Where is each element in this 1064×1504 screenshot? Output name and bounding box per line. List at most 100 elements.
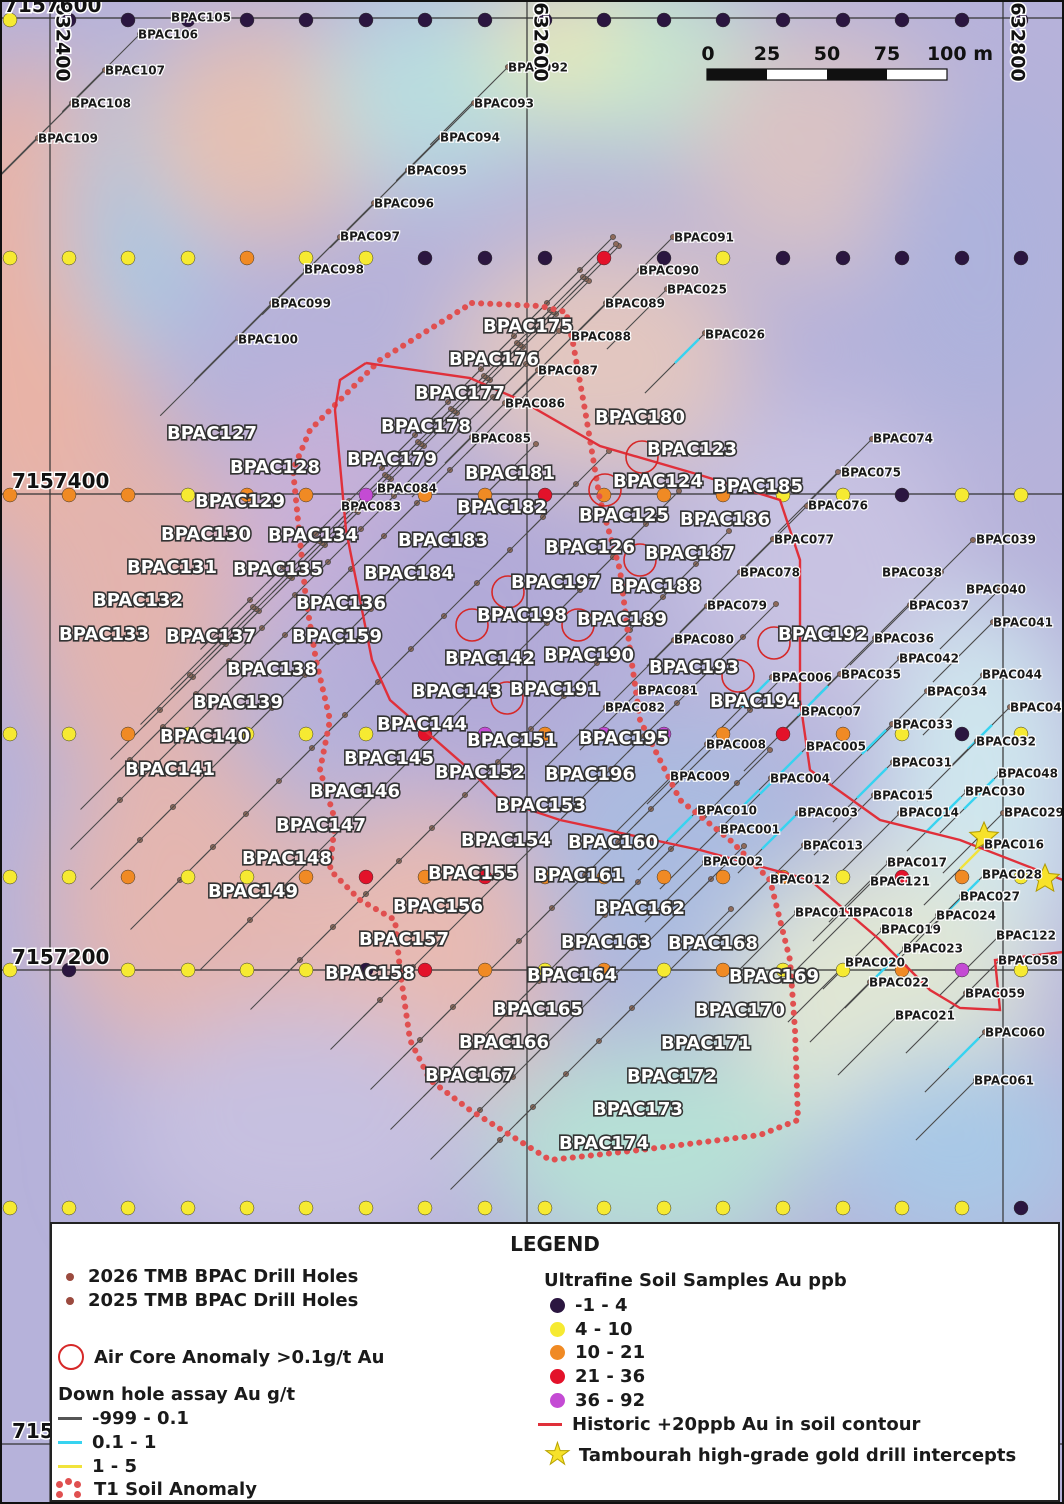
drill-hole-label-small: BPAC100	[238, 333, 298, 347]
drill-hole-label-small: BPAC041	[993, 616, 1053, 630]
drill-hole-label-small: BPAC030	[965, 785, 1025, 799]
aircore-anomaly-ring	[721, 659, 755, 693]
soil-sample	[656, 250, 672, 266]
drill-hole-label-small: BPAC107	[105, 64, 165, 78]
drill-hole-label: BPAC191	[510, 679, 600, 700]
assay-segment	[761, 815, 796, 850]
drill-hole-label-small: BPAC084	[377, 482, 437, 496]
drill-hole-label-small: BPAC043	[1010, 701, 1064, 715]
drill-hole-dot-icon	[66, 1296, 74, 1305]
drill-collar	[405, 167, 411, 173]
drill-hole-label-small: BPAC074	[873, 432, 933, 446]
drill-trace	[429, 66, 509, 146]
soil-sample	[656, 12, 672, 28]
aircore-anomaly-ring	[623, 543, 657, 577]
northing-label: 7157600	[4, 0, 101, 17]
soil-sample	[298, 12, 314, 28]
drill-trace	[411, 436, 473, 498]
drill-hole-label: BPAC157	[359, 929, 449, 950]
drill-trace	[611, 775, 673, 837]
drill-trace	[939, 588, 1001, 650]
soil-sample	[358, 962, 374, 978]
soil-sample	[358, 869, 374, 885]
drill-collar	[664, 286, 670, 292]
aircore-anomaly-ring	[455, 608, 489, 642]
soil-sample	[239, 250, 255, 266]
drill-trace	[942, 812, 1004, 874]
drill-trace	[822, 928, 884, 990]
drill-collar	[869, 436, 875, 442]
drill-hole-label: BPAC138	[227, 659, 317, 680]
soil-sample	[894, 487, 910, 503]
soil-sample	[61, 1200, 77, 1216]
assay-line-high-icon	[58, 1465, 82, 1468]
drill-trace	[812, 880, 874, 942]
drill-hole-label-small: BPAC032	[976, 735, 1036, 749]
soil-sample	[894, 250, 910, 266]
drill-collar	[737, 569, 743, 575]
drill-hole-label-small: BPAC080	[674, 633, 734, 647]
soil-sample	[537, 726, 553, 742]
drill-hole-label: BPAC179	[347, 449, 437, 470]
drill-collar	[637, 267, 643, 273]
soil-sample	[180, 1200, 196, 1216]
soil-sample	[596, 12, 612, 28]
drill-collar	[533, 441, 539, 447]
drill-hole-label: BPAC182	[457, 497, 547, 518]
drill-collar	[890, 759, 896, 765]
drill-hole-label: BPAC170	[695, 1000, 785, 1021]
t1-dotted-icon	[54, 1478, 84, 1500]
soil-sample	[656, 726, 672, 742]
drill-hole-label-small: BPAC009	[670, 770, 730, 784]
anomaly-overlays	[289, 300, 1064, 1164]
soil-sample	[656, 869, 672, 885]
drill-collar	[997, 586, 1003, 592]
drill-collar	[704, 741, 710, 747]
drill-collar	[851, 909, 857, 915]
scale-bar-segment	[827, 69, 887, 80]
drill-hole-label: BPAC164	[527, 965, 617, 986]
drill-collar	[980, 672, 986, 678]
legend-soil-row: 4 - 10	[550, 1319, 633, 1340]
soil-sample	[120, 962, 136, 978]
soil-sample	[715, 962, 731, 978]
drill-hole-label: BPAC178	[381, 416, 471, 437]
drill-collar	[897, 655, 903, 661]
drill-collar	[935, 912, 941, 918]
drill-collar	[603, 704, 609, 710]
soil-sample	[954, 1200, 970, 1216]
soil-sample	[656, 487, 672, 503]
soil-sample	[715, 726, 731, 742]
downhole-title-label: Down hole assay Au g/t	[58, 1384, 296, 1405]
drill-hole-label-small: BPAC086	[505, 397, 565, 411]
legend-downhole-row: -999 - 0.1	[58, 1408, 189, 1429]
soil-sample	[239, 869, 255, 885]
soil-sample	[835, 962, 851, 978]
drill-hole-label: BPAC131	[127, 557, 217, 578]
soil-sample	[596, 1200, 612, 1216]
drill-hole-label-small: BPAC012	[770, 873, 830, 887]
drill-trace	[793, 911, 855, 973]
drill-trace	[939, 934, 1001, 996]
soil-sample	[537, 487, 553, 503]
drill-collar	[741, 843, 747, 849]
assay-line-low-icon	[58, 1417, 82, 1420]
soil-class-1-icon	[550, 1298, 565, 1313]
drill-collar	[895, 1012, 901, 1018]
drill-trace	[613, 639, 675, 701]
drill-hole-label-small: BPAC097	[340, 230, 400, 244]
drill-hole-label: BPAC186	[680, 509, 770, 530]
soil-label: 36 - 92	[575, 1390, 646, 1411]
drill-trace	[61, 33, 141, 113]
drill-hole-label-small: BPAC022	[869, 976, 929, 990]
soil-sample	[775, 12, 791, 28]
drill-collar	[610, 234, 616, 240]
soil-sample	[358, 487, 374, 503]
drill-hole-label-small: BPAC042	[899, 652, 959, 666]
drill-trace	[694, 845, 745, 896]
drill-hole-label-small: BPAC105	[171, 11, 231, 25]
soil-label: -1 - 4	[575, 1295, 628, 1316]
drill-hole-label-small: BPAC094	[440, 131, 500, 145]
drill-hole-label: BPAC167	[425, 1065, 515, 1086]
drill-collar	[845, 959, 851, 965]
